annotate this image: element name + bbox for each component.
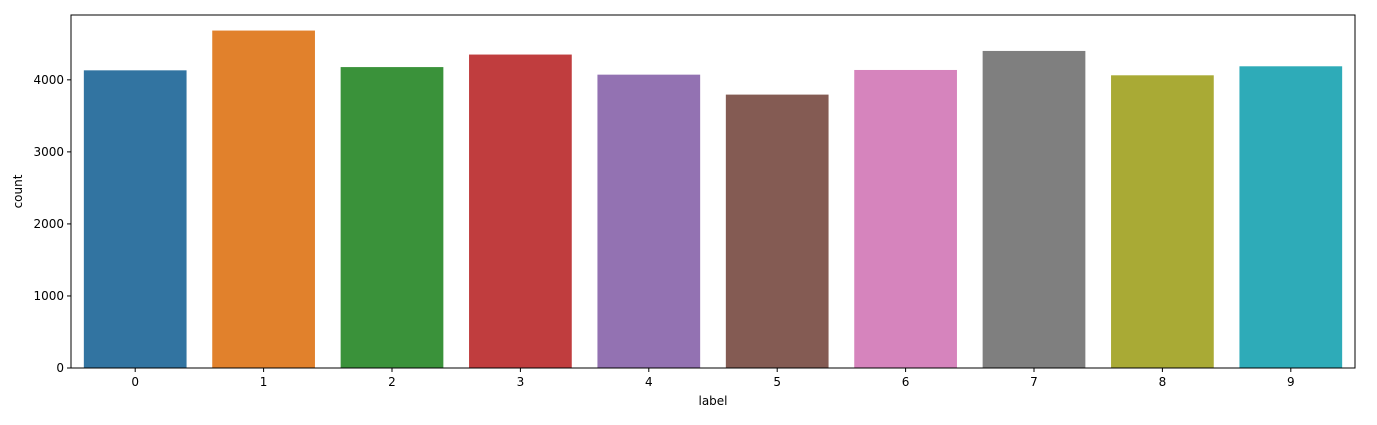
x-tick-label: 0 (131, 375, 139, 389)
x-axis: 0 1 2 3 4 5 6 7 8 9 (131, 368, 1295, 389)
y-axis-label: count (11, 174, 25, 208)
bar-2 (340, 67, 444, 368)
bar-5 (725, 94, 829, 368)
x-tick-label: 4 (645, 375, 653, 389)
bar-9 (1239, 66, 1343, 368)
x-tick-label: 2 (388, 375, 396, 389)
bars-group (83, 30, 1343, 369)
x-axis-label: label (698, 394, 727, 408)
y-tick-label: 3000 (33, 145, 64, 159)
x-tick-label: 9 (1287, 375, 1295, 389)
x-tick-label: 6 (902, 375, 910, 389)
bar-4 (597, 74, 701, 369)
plot-frame (70, 14, 1356, 369)
bar-6 (854, 69, 957, 369)
y-tick-label: 4000 (33, 73, 64, 87)
x-tick-label: 7 (1030, 375, 1038, 389)
bar-1 (212, 30, 315, 368)
y-tick-label: 0 (56, 361, 64, 375)
bar-7 (982, 50, 1086, 369)
y-tick-label: 1000 (33, 289, 64, 303)
y-axis: 0 1000 2000 3000 4000 (33, 73, 71, 375)
x-tick-label: 5 (773, 375, 781, 389)
x-tick-label: 3 (517, 375, 525, 389)
x-tick-label: 1 (260, 375, 268, 389)
bar-8 (1111, 75, 1214, 369)
bar-0 (83, 70, 187, 369)
bar-3 (469, 54, 572, 368)
y-tick-label: 2000 (33, 217, 64, 231)
x-tick-label: 8 (1159, 375, 1167, 389)
